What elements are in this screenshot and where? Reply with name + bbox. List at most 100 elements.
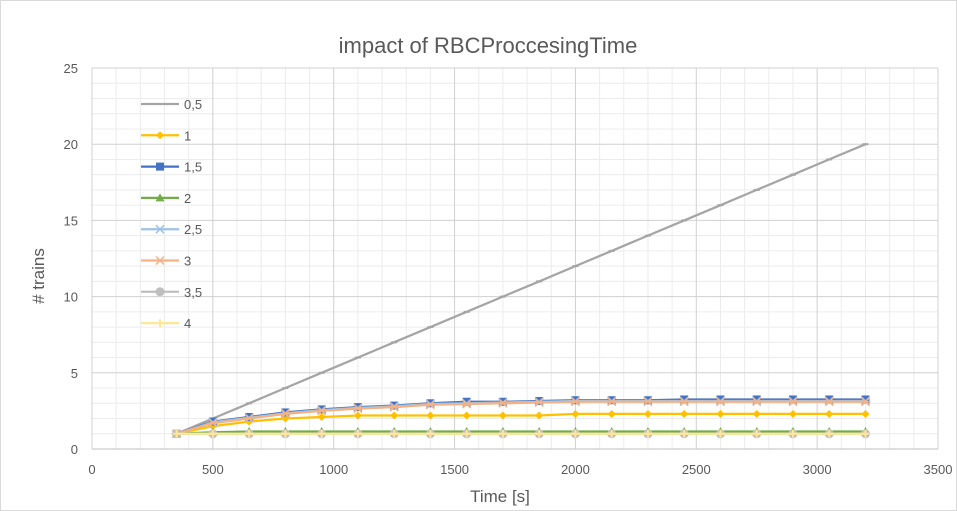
data-point [861, 429, 870, 438]
data-point [606, 397, 617, 407]
data-point [390, 411, 399, 420]
data-point [752, 409, 761, 418]
x-tick-label: 1000 [319, 462, 348, 477]
data-point [826, 158, 833, 161]
data-point [172, 429, 181, 438]
data-point [570, 397, 581, 407]
data-point [462, 397, 471, 406]
data-point [824, 397, 835, 407]
x-tick-label: 1500 [440, 462, 469, 477]
data-point [498, 429, 507, 438]
data-point [462, 429, 471, 438]
legend-marker [155, 224, 165, 234]
data-point [680, 409, 689, 418]
data-point [572, 265, 579, 268]
data-point [681, 219, 688, 222]
series-1 [173, 143, 869, 435]
legend-label: 3 [184, 254, 191, 269]
series-line [176, 398, 866, 435]
data-point [751, 397, 762, 407]
data-point [427, 326, 434, 329]
data-point [318, 371, 325, 374]
data-point [716, 409, 725, 418]
data-point [607, 409, 616, 418]
data-point [788, 395, 797, 404]
data-point [715, 397, 726, 407]
y-tick-label: 0 [71, 442, 78, 457]
data-point [861, 395, 870, 404]
series-line [176, 430, 866, 435]
legend-label: 1 [184, 128, 191, 143]
x-tick-label: 0 [88, 462, 95, 477]
legend-label: 4 [184, 316, 191, 331]
legend-marker [155, 255, 165, 266]
axis-layer: 0 500 1000 1500 2000 2500 3000 3500 0 5 10 15 20 25 [64, 61, 953, 477]
data-point [497, 398, 508, 408]
legend-entry: 3 [141, 254, 191, 269]
legend-marker [156, 131, 164, 140]
y-tick-label: 10 [64, 290, 78, 305]
data-point [860, 397, 871, 407]
data-point [246, 402, 253, 405]
data-point [571, 409, 580, 418]
legend-entry: 0,5 [141, 97, 202, 112]
data-point [825, 429, 834, 438]
series-line [176, 399, 866, 435]
legend-marker [156, 319, 164, 328]
data-point [425, 400, 436, 410]
data-point [862, 143, 869, 146]
data-point [535, 429, 544, 438]
legend-entry: 1,5 [141, 160, 202, 175]
y-tick-label: 15 [64, 213, 78, 228]
y-tick-label: 25 [64, 61, 78, 76]
data-point [788, 429, 797, 438]
legend-marker [155, 287, 165, 297]
data-point [825, 409, 834, 418]
data-point [354, 356, 361, 359]
x-tick-label: 3000 [803, 462, 832, 477]
data-point [716, 429, 725, 438]
data-point [716, 395, 725, 404]
x-tick-label: 3500 [924, 462, 953, 477]
legend-label: 1,5 [184, 160, 202, 175]
data-point [389, 402, 400, 412]
data-point [752, 429, 761, 438]
legend-marker [155, 193, 165, 202]
legend-label: 3,5 [184, 285, 202, 300]
data-point [571, 429, 580, 438]
legend-label: 2 [184, 191, 191, 206]
data-point [391, 341, 398, 344]
data-point [788, 409, 797, 418]
x-tick-label: 500 [202, 462, 224, 477]
series-line [176, 400, 866, 435]
data-point [463, 310, 470, 313]
data-point [390, 429, 399, 438]
data-point [536, 280, 543, 283]
x-axis-title: Time [s] [470, 487, 530, 506]
x-tick-label: 2500 [682, 462, 711, 477]
data-point [462, 411, 471, 420]
y-tick-label: 5 [71, 366, 78, 381]
y-tick-label: 20 [64, 137, 78, 152]
data-point [679, 397, 690, 407]
data-point [717, 204, 724, 207]
data-point [317, 412, 326, 421]
data-point [680, 395, 689, 404]
data-point [753, 188, 760, 191]
data-point [787, 397, 798, 407]
legend-entry: 3,5 [141, 285, 202, 300]
legend-entry: 2,5 [141, 222, 202, 237]
legend-entry: 2 [141, 191, 191, 206]
data-point [535, 411, 544, 420]
data-point [353, 429, 362, 438]
legend-label: 0,5 [184, 97, 202, 112]
series-8 [172, 429, 870, 438]
data-point [861, 409, 870, 418]
data-point [644, 234, 651, 237]
legend-marker [157, 103, 163, 105]
y-axis-title: # trains [29, 248, 48, 304]
data-point [643, 409, 652, 418]
data-point [825, 395, 834, 404]
data-point [789, 173, 796, 176]
data-point [642, 397, 653, 407]
